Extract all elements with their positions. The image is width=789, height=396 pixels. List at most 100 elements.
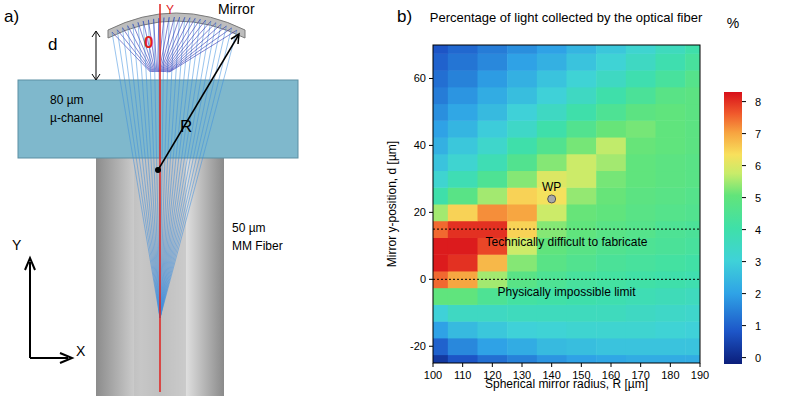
cell <box>567 104 597 121</box>
cell <box>478 338 508 355</box>
d-arrow-heads <box>92 31 100 80</box>
colorbar-tick <box>742 165 746 166</box>
x-tick <box>640 363 641 367</box>
ray <box>117 30 160 318</box>
cell <box>685 154 700 171</box>
cell <box>433 304 448 321</box>
cell <box>567 154 597 171</box>
r-label: R <box>180 117 192 136</box>
ray <box>148 20 160 318</box>
cell <box>626 154 656 171</box>
x-tick <box>581 363 582 367</box>
reference-label: Physically impossible limit <box>497 285 636 299</box>
cell <box>433 254 448 271</box>
y-tick-label: 60 <box>414 72 426 84</box>
cell <box>685 237 700 254</box>
cell <box>567 355 597 363</box>
cell <box>685 254 700 271</box>
cell <box>596 45 626 54</box>
cell <box>478 254 508 271</box>
reference-line <box>433 229 700 230</box>
cell <box>478 70 508 87</box>
cell <box>478 187 508 204</box>
y-tick <box>429 279 433 280</box>
cell <box>448 204 478 221</box>
axis-label: Y <box>166 3 174 17</box>
cell <box>507 187 537 204</box>
cell <box>626 338 656 355</box>
cell <box>596 254 626 271</box>
cell <box>596 70 626 87</box>
cell <box>656 254 686 271</box>
title: Percentage of light collected by the opt… <box>430 10 703 25</box>
ray <box>112 32 160 318</box>
colorbar-tick <box>742 357 746 358</box>
cell <box>596 53 626 70</box>
cell <box>567 321 597 338</box>
cell <box>537 321 567 338</box>
cell <box>448 187 478 204</box>
cell <box>507 338 537 355</box>
cell <box>656 288 686 305</box>
cell <box>626 321 656 338</box>
colorbar-tick <box>742 101 746 102</box>
cell <box>685 321 700 338</box>
cell <box>685 355 700 363</box>
cell <box>656 321 686 338</box>
cell <box>433 355 448 363</box>
cell <box>537 70 567 87</box>
cell <box>478 171 508 188</box>
cell <box>685 338 700 355</box>
origin-label: 0 <box>144 33 153 52</box>
cell <box>478 53 508 70</box>
cell <box>537 338 567 355</box>
fiber-size: 50 µm <box>232 221 266 235</box>
optical-axis <box>159 4 161 392</box>
cell <box>685 70 700 87</box>
cell <box>537 104 567 121</box>
cell <box>507 120 537 137</box>
cell <box>507 321 537 338</box>
colorbar-tick-label: 7 <box>755 128 761 140</box>
cell <box>656 237 686 254</box>
d-label: d <box>48 35 57 54</box>
cell <box>433 137 448 154</box>
cells <box>433 45 700 363</box>
cell <box>433 288 448 305</box>
cell <box>596 154 626 171</box>
reference-line <box>433 279 700 280</box>
cell <box>448 338 478 355</box>
ray <box>163 18 195 72</box>
cell <box>507 137 537 154</box>
cell <box>626 171 656 188</box>
colorbar-tick <box>742 261 746 262</box>
cell <box>537 355 567 363</box>
center-dot <box>155 167 161 173</box>
cell <box>537 154 567 171</box>
cell <box>685 87 700 104</box>
ray <box>160 21 211 318</box>
ray <box>143 21 155 72</box>
colorbar-tick <box>742 293 746 294</box>
cell <box>507 70 537 87</box>
ray <box>128 26 160 318</box>
cell <box>567 45 597 54</box>
colorbar-tick <box>742 133 746 134</box>
cell <box>478 154 508 171</box>
coord-y: Y <box>12 237 22 253</box>
cell <box>448 53 478 70</box>
x-tick-label: 100 <box>424 369 442 381</box>
cell <box>448 321 478 338</box>
ray <box>160 30 237 318</box>
cell <box>433 237 448 254</box>
colorbar <box>724 92 742 364</box>
cell <box>656 171 686 188</box>
cell <box>448 45 478 54</box>
cell <box>626 87 656 104</box>
cell <box>596 304 626 321</box>
cell <box>567 204 597 221</box>
cell <box>685 187 700 204</box>
cell <box>433 171 448 188</box>
ray <box>160 17 174 72</box>
panel-label: a) <box>4 7 19 26</box>
